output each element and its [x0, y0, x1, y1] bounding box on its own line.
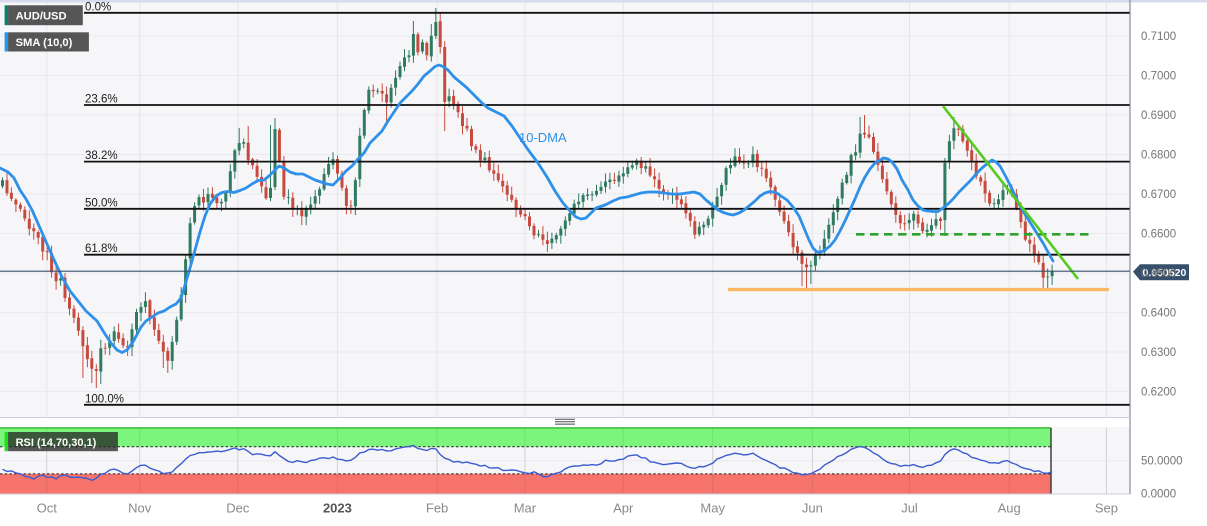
- svg-text:SMA (10,0): SMA (10,0): [16, 37, 73, 49]
- svg-text:0.6300: 0.6300: [1141, 347, 1176, 359]
- svg-text:2023: 2023: [323, 501, 352, 516]
- svg-text:Apr: Apr: [613, 501, 634, 516]
- svg-text:Oct: Oct: [37, 501, 58, 516]
- svg-text:0.0%: 0.0%: [85, 1, 111, 13]
- svg-text:0.6700: 0.6700: [1141, 189, 1176, 201]
- svg-text:0.650520: 0.650520: [1143, 267, 1187, 279]
- svg-text:Nov: Nov: [128, 501, 152, 516]
- svg-text:50.0%: 50.0%: [85, 197, 118, 209]
- svg-text:Aug: Aug: [998, 501, 1021, 516]
- svg-text:Feb: Feb: [426, 501, 448, 516]
- svg-text:RSI (14,70,30,1): RSI (14,70,30,1): [16, 437, 97, 449]
- svg-text:May: May: [700, 501, 725, 516]
- svg-text:100.0%: 100.0%: [85, 393, 124, 405]
- svg-text:10-DMA: 10-DMA: [519, 130, 567, 145]
- svg-text:Sep: Sep: [1095, 501, 1118, 516]
- svg-text:0.6600: 0.6600: [1141, 229, 1176, 241]
- svg-text:0.0000: 0.0000: [1141, 488, 1176, 500]
- svg-text:23.6%: 23.6%: [85, 94, 118, 106]
- svg-text:0.6500: 0.6500: [1141, 268, 1176, 280]
- svg-text:Mar: Mar: [514, 501, 537, 516]
- svg-text:61.8%: 61.8%: [85, 243, 118, 255]
- svg-text:50.0000: 50.0000: [1141, 456, 1183, 468]
- svg-text:Jul: Jul: [901, 501, 918, 516]
- svg-text:0.7100: 0.7100: [1141, 31, 1176, 43]
- svg-text:0.7000: 0.7000: [1141, 71, 1176, 83]
- svg-text:0.6800: 0.6800: [1141, 150, 1176, 162]
- svg-text:Jun: Jun: [802, 501, 823, 516]
- svg-text:0.6400: 0.6400: [1141, 308, 1176, 320]
- svg-text:38.2%: 38.2%: [85, 150, 118, 162]
- svg-text:Dec: Dec: [226, 501, 250, 516]
- svg-text:0.6200: 0.6200: [1141, 387, 1176, 399]
- svg-text:0.6900: 0.6900: [1141, 110, 1176, 122]
- svg-text:AUD/USD: AUD/USD: [16, 10, 67, 22]
